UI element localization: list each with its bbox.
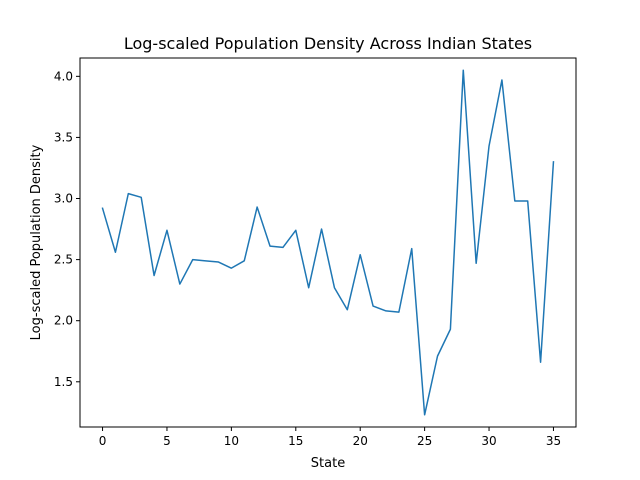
y-tick-label: 2.0 (54, 314, 73, 328)
x-tick-label: 30 (481, 434, 496, 448)
x-tick-label: 0 (99, 434, 107, 448)
y-tick-label: 1.5 (54, 375, 73, 389)
series-line (101, 69, 555, 416)
x-tick-label: 15 (288, 434, 303, 448)
y-tick-label: 2.5 (54, 253, 73, 267)
series-layer (101, 69, 555, 416)
y-tick-label: 3.5 (54, 130, 73, 144)
y-tick-label: 4.0 (54, 69, 73, 83)
x-tick-label: 35 (546, 434, 561, 448)
x-axis-label: State (311, 456, 345, 471)
chart-title: Log-scaled Population Density Across Ind… (124, 34, 532, 53)
y-tick-label: 3.0 (54, 192, 73, 206)
y-axis-ticks: 1.5 2.0 2.5 3.0 3.5 4.0 (54, 69, 80, 389)
y-axis-label: Log-scaled Population Density (29, 144, 44, 340)
x-tick-label: 25 (417, 434, 432, 448)
x-axis-ticks: 0 5 10 15 20 25 30 35 (99, 427, 561, 448)
x-tick-label: 10 (224, 434, 239, 448)
plot-frame (79, 57, 577, 428)
x-tick-label: 5 (163, 434, 171, 448)
x-tick-label: 20 (353, 434, 368, 448)
